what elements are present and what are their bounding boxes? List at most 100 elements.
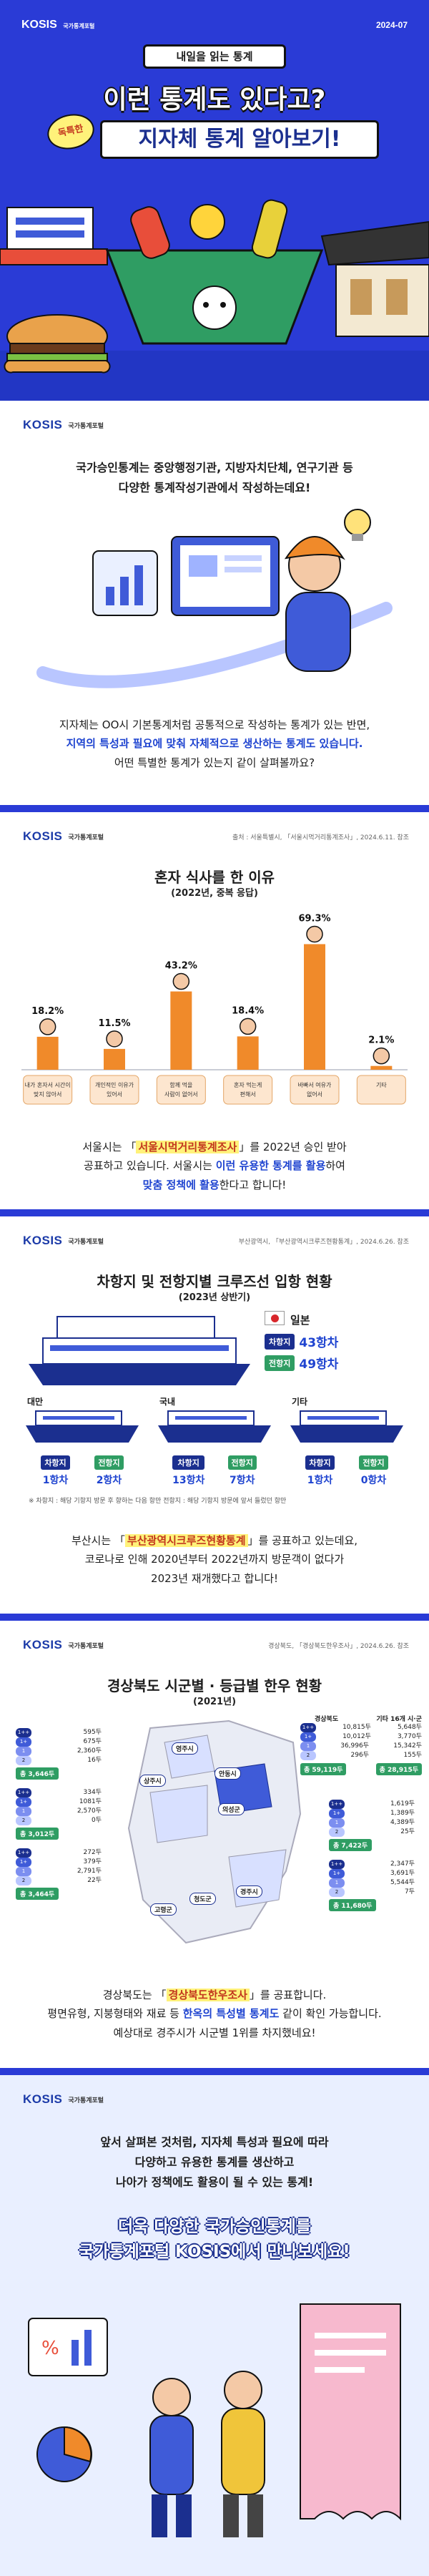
cruise-icon	[158, 1410, 271, 1443]
person-icon	[221, 2371, 265, 2537]
grade-row: 2 22두	[16, 1876, 102, 1885]
grade-value: 3,691두	[390, 1870, 415, 1877]
category-box	[356, 1075, 406, 1105]
outro-cta[interactable]: 더욱 다양한 국가승인통계를 국가통계포털 KOSIS에서 만나보세요!	[79, 2218, 350, 2261]
category-box	[89, 1075, 139, 1105]
grade-value: 0두	[91, 1817, 102, 1824]
pie-icon	[36, 2426, 92, 2482]
grade-marker: 1	[16, 1807, 31, 1816]
grade-marker: 2	[329, 1828, 345, 1837]
header-logo-sub: 국가통계포털	[63, 23, 95, 29]
grade-value: 4,389두	[390, 1819, 415, 1826]
grade-value: 16두	[87, 1757, 102, 1764]
category-label: 없어서	[307, 1091, 322, 1098]
value-label: 69.3%	[298, 913, 330, 924]
grade-value: 2,347두	[390, 1860, 415, 1868]
outro-section: KOSIS 국가통계포털 앞서 살펴본 것처럼, 지자체 특성과 필요에 따라 …	[0, 2075, 429, 2576]
grade-row: 1 4,389두	[329, 1818, 415, 1828]
grade-value: 334두	[83, 1789, 102, 1796]
ship-card-2: 기타 차항지 1항차 전항지 0항차	[286, 1395, 408, 1488]
country-label: 대만	[27, 1397, 44, 1407]
chart-card-icon	[92, 550, 158, 616]
ship-row: 대만 차항지 1항차 전항지 2항차 국내 차항지 13항차 전항지 7항차 기타 차항지 1항차 전항지…	[21, 1395, 408, 1488]
category-label: 내가 혼자서 시간이	[25, 1081, 71, 1088]
grade-marker: 1+	[16, 1737, 31, 1747]
intro-body: 지자체는 OO시 기본통계처럼 공통적으로 작성하는 통계가 있는 반면, 지역…	[59, 718, 370, 769]
category-label: 개인적인 이유가	[95, 1081, 134, 1088]
left-region-box-0: 1++ 595두 1+ 675두 1 2,360두 2 16두 총 3,646두	[16, 1728, 102, 1780]
grade-marker: 2	[16, 1756, 31, 1765]
outro-text: 앞서 살펴본 것처럼, 지자체 특성과 필요에 따라 다양하고 유용한 통계를 …	[100, 2135, 329, 2189]
category-box	[223, 1075, 273, 1105]
document-scroll-icon	[300, 2303, 401, 2521]
grade-row: 2 0두	[16, 1816, 102, 1825]
grade-value: 272두	[83, 1849, 102, 1856]
ship-stats: 차항지 13항차 전항지 7항차	[161, 1455, 268, 1487]
japan-prev-row: 전항지 49항차	[265, 1354, 338, 1372]
tablet-illustration	[36, 509, 393, 688]
person-head-icon	[172, 972, 190, 990]
grade-marker: 1	[16, 1747, 31, 1756]
right-region-box-1: 1++ 2,347두 1+ 3,691두 1 5,544두 2 7두 총 11,680두	[329, 1860, 415, 1911]
next-port-stat: 차항지 13항차	[172, 1455, 205, 1487]
gyeongbuk-total: 총 59,119두	[300, 1763, 347, 1775]
grade-row: 1+ 3,691두	[329, 1869, 415, 1878]
category-label: 기타	[376, 1082, 387, 1088]
busan-body: 부산시는 「부산광역시크루즈현황통계 」를 공표하고 있는데요, 코로나로 인해 …	[71, 1534, 358, 1585]
country-label: 기타	[292, 1397, 308, 1407]
grade-marker: 2	[300, 1751, 316, 1760]
busan-subtitle: (2023년 상반기)	[178, 1292, 251, 1303]
bar-2	[170, 991, 192, 1070]
region-label: 청도군	[189, 1893, 216, 1905]
kosis-logo: KOSIS	[23, 829, 63, 843]
header-title-line2: 지자체 통계 알아보기!	[100, 120, 379, 159]
grade-marker: 2	[16, 1816, 31, 1825]
prev-port-stat: 전항지 7항차	[227, 1455, 257, 1487]
gyeongbuk-section: KOSIS 국가통계포털 경상북도, 「경상북도한우조사」, 2024.6.26…	[0, 1621, 429, 2068]
grade-marker: 1+	[329, 1869, 345, 1878]
kosis-logo: KOSIS	[23, 1234, 63, 1247]
person-icon	[284, 536, 351, 672]
grade-value: 595두	[83, 1729, 102, 1736]
grade-row: 1+ 675두	[16, 1737, 102, 1747]
grade-row: 1++ 595두	[16, 1728, 102, 1737]
summary-row: 1++ 10,815두 5,648두	[300, 1723, 422, 1732]
seoul-section: KOSIS 국가통계포털 출처 : 서울특별시, 「서울시먹거리통계조사」, 2…	[0, 812, 429, 1209]
gyeongbuk-left-boxes: 1++ 595두 1+ 675두 1 2,360두 2 16두 총 3,646두 1++ 334두 1…	[16, 1728, 102, 1908]
category-box	[23, 1075, 73, 1105]
busan-source: 부산광역시, 「부산광역시크루즈현황통계」, 2024.6.26. 참조	[238, 1239, 409, 1246]
header-illustration	[0, 199, 429, 401]
japan-flag-icon	[265, 1311, 285, 1325]
gyeongbuk-map	[127, 1719, 302, 1944]
province-value: 10,815두	[342, 1724, 371, 1731]
lightbulb-icon	[344, 509, 371, 541]
bar-4	[304, 944, 325, 1070]
kosis-logo: KOSIS	[23, 1638, 63, 1652]
others-value: 5,648두	[397, 1724, 422, 1731]
burger-icon	[4, 314, 111, 374]
category-label: 맞지 않아서	[34, 1091, 61, 1098]
cruise-icon	[290, 1410, 403, 1443]
others-value: 3,770두	[397, 1733, 422, 1740]
busan-section: KOSIS 국가통계포털 부산광역시, 「부산광역시크루즈현황통계」, 2024…	[0, 1216, 429, 1614]
category-label: 함께 먹을	[169, 1081, 192, 1088]
grade-value: 379두	[83, 1858, 102, 1865]
category-label: 사람이 없어서	[164, 1091, 198, 1098]
intro-heading: 국가승인통계는 중앙행정기관, 지방자치단체, 연구기관 등 다양한 통계작성기…	[76, 461, 353, 494]
person-head-icon	[239, 1018, 257, 1035]
hanok-icon	[320, 220, 429, 337]
region-total: 총 7,422두	[329, 1839, 373, 1851]
ship-card-1: 국내 차항지 13항차 전항지 7항차	[154, 1395, 275, 1488]
ship-stats: 차항지 1항차 전항지 2항차	[29, 1455, 136, 1487]
right-region-box-0: 1++ 1,619두 1+ 1,389두 1 4,389두 2 25두 총 7,422두	[329, 1800, 415, 1851]
japan-next-row: 차항지 43항차	[265, 1332, 338, 1350]
kosis-logo-sub: 국가통계포털	[68, 1238, 104, 1246]
value-label: 11.5%	[98, 1018, 130, 1029]
gyeongbuk-summary-table: 경상북도 기타 16개 시·군 1++ 10,815두 5,648두 1+ 10,012…	[300, 1714, 422, 1775]
left-region-box-1: 1++ 334두 1+ 1081두 1 2,570두 2 0두 총 3,012두	[16, 1788, 102, 1840]
grade-marker: 1++	[16, 1728, 31, 1737]
value-label: 18.2%	[31, 1006, 64, 1017]
chart-card-icon: %	[28, 2318, 108, 2376]
grade-row: 1 2,570두	[16, 1807, 102, 1816]
summary-row: 1+ 10,012두 3,770두	[300, 1732, 422, 1742]
